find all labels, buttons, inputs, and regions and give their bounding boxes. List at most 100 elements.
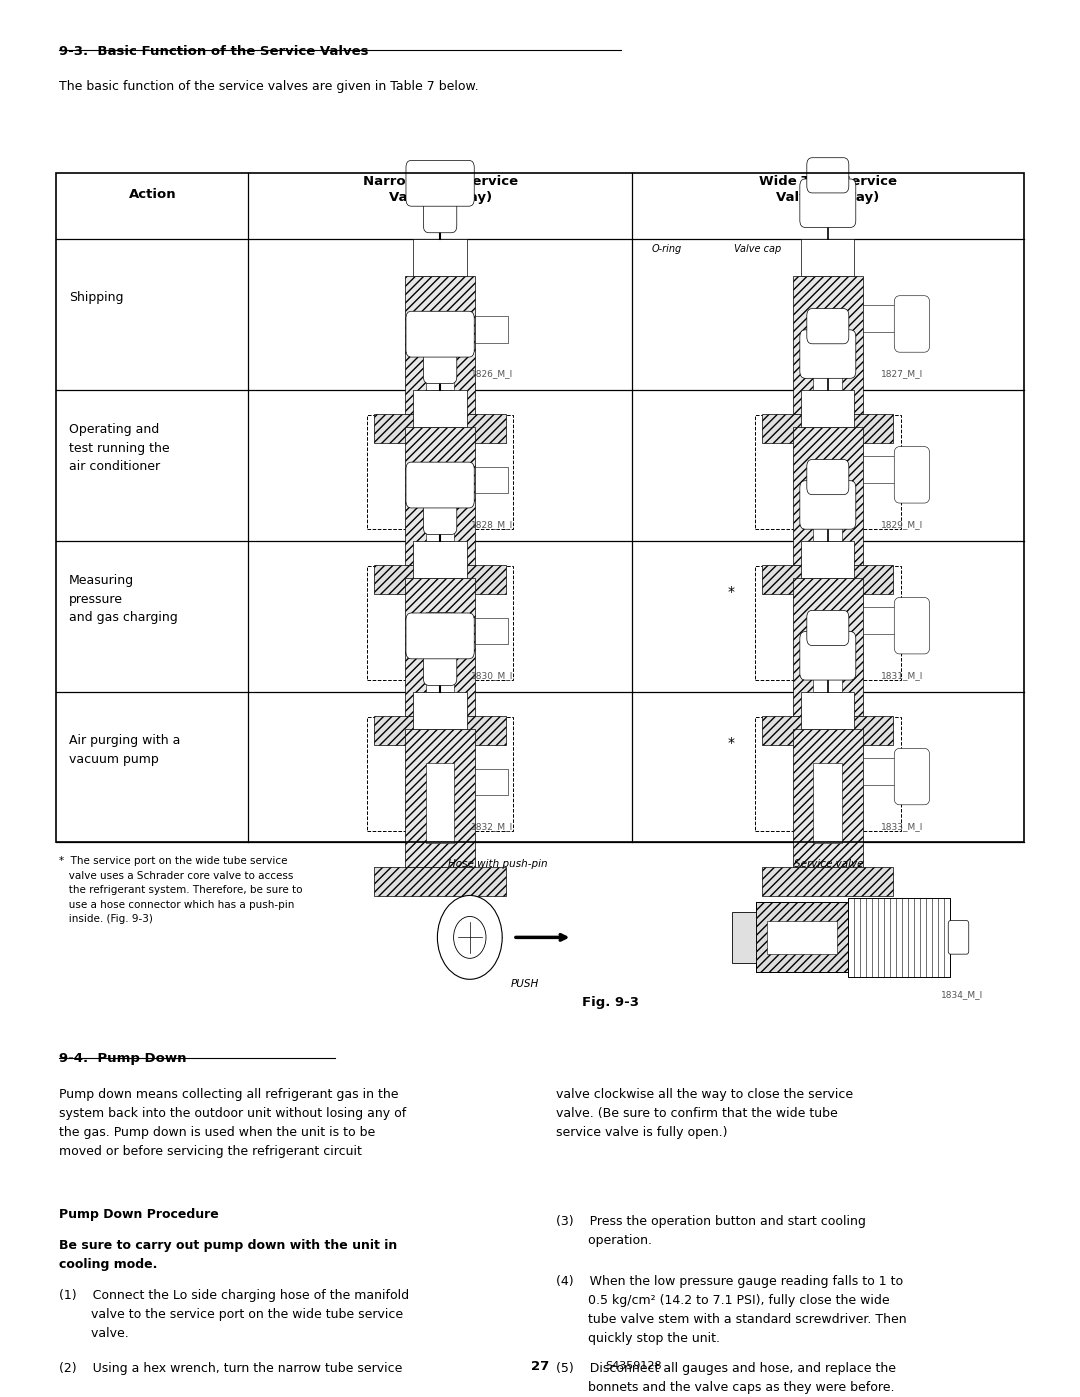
Bar [405,729,475,866]
Text: *: * [728,736,734,750]
Bar [762,866,893,895]
Bar [414,692,467,729]
FancyBboxPatch shape [423,495,457,535]
FancyBboxPatch shape [423,193,457,233]
FancyBboxPatch shape [800,631,855,680]
Text: Pump Down Procedure: Pump Down Procedure [59,1208,219,1221]
Bar [762,564,893,594]
Text: Measuring
pressure
and gas charging: Measuring pressure and gas charging [69,574,178,624]
Bar [793,729,863,866]
Bar [793,427,863,564]
Text: Wide Tube Service
Valve (3-Way): Wide Tube Service Valve (3-Way) [759,175,896,204]
FancyBboxPatch shape [894,749,930,805]
Bar [367,415,513,529]
Text: Stem: Stem [810,260,836,270]
Bar [414,239,467,277]
Bar [813,310,842,390]
Text: (5)    Disconnect all gauges and hose, and replace the
        bonnets and the v: (5) Disconnect all gauges and hose, and … [556,1362,896,1394]
Circle shape [437,895,502,979]
Text: 1827_M_I: 1827_M_I [880,370,922,379]
Bar [756,902,848,972]
Bar [475,617,508,644]
FancyBboxPatch shape [800,330,855,379]
Text: 1831_M_I: 1831_M_I [880,672,922,680]
FancyBboxPatch shape [406,161,474,207]
Text: Be sure to carry out pump down with the unit in
cooling mode.: Be sure to carry out pump down with the … [59,1239,397,1271]
Bar [426,461,455,541]
Bar [813,612,842,692]
FancyBboxPatch shape [423,344,457,384]
Bar [375,866,505,895]
Bar [414,390,467,427]
Bar [863,457,900,483]
FancyBboxPatch shape [406,312,474,358]
Text: Fig. 9-3: Fig. 9-3 [582,996,638,1009]
Text: Valve cap: Valve cap [734,244,782,254]
Bar [426,763,455,842]
Text: Hose with push-pin: Hose with push-pin [448,859,548,869]
Bar [755,566,901,680]
Bar [767,921,837,954]
Bar [801,541,854,578]
FancyBboxPatch shape [807,460,849,495]
Text: Service valve: Service valve [794,859,863,869]
Bar [367,717,513,831]
Bar [375,415,505,443]
Text: 1826_M_I: 1826_M_I [471,370,514,379]
Text: 9-4.  Pump Down: 9-4. Pump Down [59,1052,187,1065]
Text: 1833_M_I: 1833_M_I [880,823,922,831]
Text: *  The service port on the wide tube service
   valve uses a Schrader core valve: * The service port on the wide tube serv… [59,856,302,923]
Bar [756,902,848,972]
Text: PUSH: PUSH [511,979,539,989]
Text: The basic function of the service valves are given in Table 7 below.: The basic function of the service valves… [59,80,480,92]
Bar [414,541,467,578]
FancyBboxPatch shape [948,921,969,954]
Bar [755,717,901,831]
Bar [56,173,1024,842]
Text: O-ring: O-ring [651,244,681,254]
Bar [405,277,475,415]
Text: (2)    Using a hex wrench, turn the narrow tube service: (2) Using a hex wrench, turn the narrow … [59,1362,403,1375]
Bar [475,467,508,493]
FancyBboxPatch shape [406,613,474,659]
Bar [863,306,900,332]
Text: 9-3.  Basic Function of the Service Valves: 9-3. Basic Function of the Service Valve… [59,45,369,57]
Text: 1834_M_I: 1834_M_I [941,990,983,999]
Text: 1828_M_I: 1828_M_I [471,521,514,529]
FancyBboxPatch shape [894,447,930,503]
Bar [801,239,854,277]
Text: Action: Action [129,189,176,201]
Bar [755,415,901,529]
Bar [813,461,842,541]
Text: (3)    Press the operation button and start cooling
        operation.: (3) Press the operation button and start… [556,1215,866,1248]
Text: Narrow Tube Service
Valve (2-Way): Narrow Tube Service Valve (2-Way) [363,175,517,204]
Bar [426,310,455,390]
Bar [801,390,854,427]
FancyBboxPatch shape [894,598,930,654]
FancyBboxPatch shape [807,610,849,645]
Text: 1829_M_I: 1829_M_I [880,521,922,529]
Bar [801,692,854,729]
Text: *: * [728,585,734,599]
Circle shape [454,916,486,958]
Text: Operating and
test running the
air conditioner: Operating and test running the air condi… [69,423,170,474]
FancyBboxPatch shape [423,645,457,686]
FancyBboxPatch shape [406,462,474,509]
Bar [375,717,505,745]
Text: 1830_M_I: 1830_M_I [471,672,514,680]
Bar [793,578,863,717]
FancyBboxPatch shape [800,179,855,228]
Bar [426,612,455,692]
Bar [863,608,900,634]
Bar [375,564,505,594]
Text: Pump down means collecting all refrigerant gas in the
system back into the outdo: Pump down means collecting all refrigera… [59,1088,407,1158]
FancyBboxPatch shape [807,158,849,193]
Text: (1)    Connect the Lo side charging hose of the manifold
        valve to the se: (1) Connect the Lo side charging hose of… [59,1289,409,1341]
Bar [732,912,756,963]
Bar [848,898,950,977]
Bar [762,717,893,745]
Bar [813,763,842,842]
Text: (4)    When the low pressure gauge reading falls to 1 to
        0.5 kg/cm² (14.: (4) When the low pressure gauge reading … [556,1275,907,1345]
Bar [863,759,900,785]
Text: 1832_M_I: 1832_M_I [471,823,514,831]
